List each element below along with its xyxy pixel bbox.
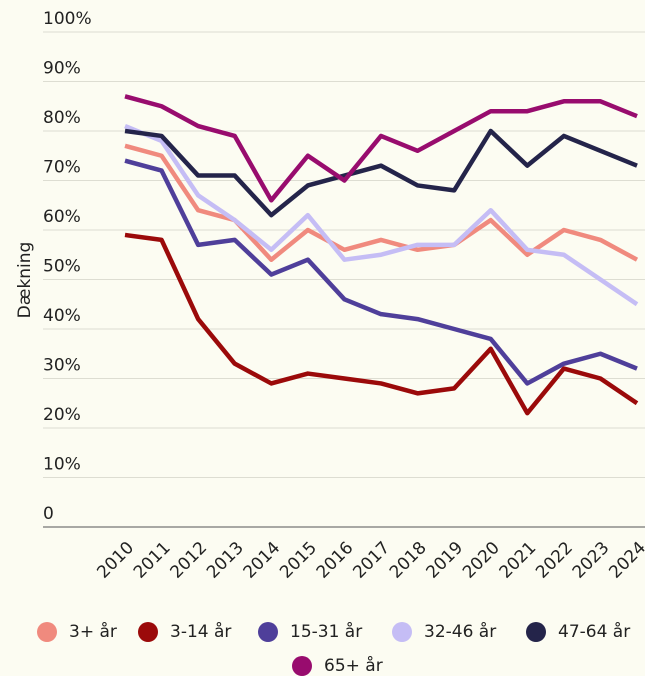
x-tick-label: 2024 xyxy=(605,538,645,583)
x-tick-label: 2015 xyxy=(276,538,321,583)
x-tick-label: 2011 xyxy=(130,538,175,583)
series-line xyxy=(124,143,639,262)
series-line xyxy=(124,232,639,416)
legend-label: 32-46 år xyxy=(424,621,496,642)
x-tick-label: 2016 xyxy=(313,538,358,583)
y-axis-label: Dækning xyxy=(15,242,35,319)
legend-marker xyxy=(526,622,546,642)
y-tick-label: 10% xyxy=(43,455,81,475)
series-line xyxy=(124,158,638,386)
y-tick-label: 0 xyxy=(43,504,54,524)
y-tick-label: 90% xyxy=(43,59,81,79)
x-tick-label: 2017 xyxy=(349,538,394,583)
legend-label: 65+ år xyxy=(324,655,383,676)
y-tick-label: 70% xyxy=(43,158,81,178)
y-tick-label: 30% xyxy=(43,356,81,376)
legend-marker xyxy=(392,622,412,642)
legend-marker xyxy=(138,622,158,642)
x-tick-label: 2014 xyxy=(240,538,285,583)
legend-label: 47-64 år xyxy=(558,621,630,642)
x-tick-label: 2022 xyxy=(532,538,577,583)
x-tick-label: 2021 xyxy=(496,538,541,583)
x-tick-label: 2018 xyxy=(386,538,431,583)
x-tick-label: 2012 xyxy=(166,538,211,583)
legend-label: 3-14 år xyxy=(170,621,231,642)
legend-marker xyxy=(37,622,57,642)
x-tick-label: 2010 xyxy=(93,538,138,583)
x-tick-label: 2023 xyxy=(569,538,614,583)
legend-marker xyxy=(292,656,312,676)
series-line xyxy=(124,94,638,203)
legend-label: 15-31 år xyxy=(290,621,362,642)
y-tick-label: 40% xyxy=(43,306,81,326)
x-tick-label: 2019 xyxy=(422,538,467,583)
series-line xyxy=(124,128,638,218)
y-tick-label: 80% xyxy=(43,108,81,128)
series-line xyxy=(124,123,639,307)
x-tick-label: 2020 xyxy=(459,538,504,583)
y-tick-label: 100% xyxy=(43,9,92,29)
x-tick-label: 2013 xyxy=(203,538,248,583)
y-tick-label: 60% xyxy=(43,207,81,227)
legend-label: 3+ år xyxy=(69,621,117,642)
y-tick-label: 50% xyxy=(43,257,81,277)
y-tick-label: 20% xyxy=(43,405,81,425)
legend-marker xyxy=(258,622,278,642)
